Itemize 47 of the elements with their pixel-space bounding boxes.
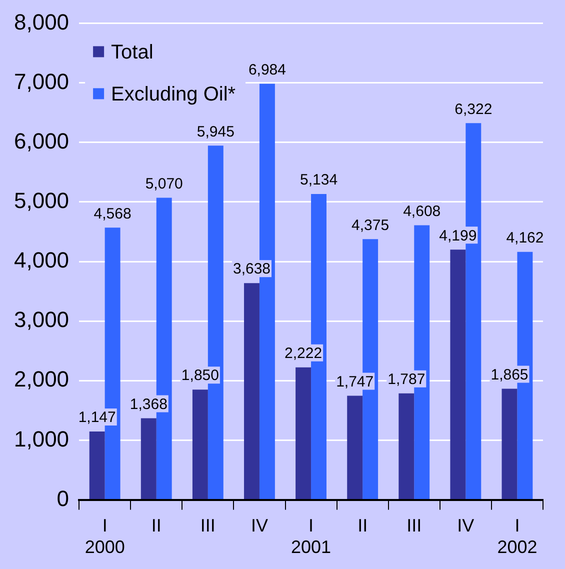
y-tick-label: 1,000 bbox=[14, 426, 70, 452]
y-tick-label: 5,000 bbox=[14, 188, 70, 213]
data-label: 5,134 bbox=[300, 172, 338, 189]
data-label: 3,638 bbox=[232, 260, 271, 278]
bar bbox=[398, 393, 414, 500]
y-tick-label: 8,000 bbox=[14, 9, 70, 34]
bar bbox=[502, 388, 518, 500]
data-label: 5,070 bbox=[145, 175, 183, 192]
y-tick-label: 3,000 bbox=[14, 307, 70, 332]
y-tick-label: 4,000 bbox=[14, 248, 70, 273]
data-label: 1,747 bbox=[336, 373, 374, 390]
x-tick-label: IV bbox=[250, 516, 268, 536]
bar bbox=[450, 250, 466, 500]
bar bbox=[192, 390, 208, 500]
x-tick-label: I 2001 bbox=[291, 516, 332, 558]
data-label: 6,322 bbox=[454, 100, 492, 118]
data-label: 1,865 bbox=[490, 366, 528, 384]
data-label: 4,608 bbox=[403, 202, 441, 220]
legend-label: Total bbox=[111, 42, 154, 64]
legend-label: Excluding Oil* bbox=[111, 84, 236, 106]
y-tick-label: 0 bbox=[56, 486, 70, 511]
y-tick-label: 6,000 bbox=[14, 128, 70, 154]
data-label: 4,568 bbox=[94, 205, 132, 222]
data-label: 6,984 bbox=[248, 61, 286, 78]
bar bbox=[296, 367, 312, 500]
bar bbox=[244, 283, 260, 500]
data-label: 2,222 bbox=[284, 345, 322, 362]
y-tick-label: 2,000 bbox=[14, 366, 70, 392]
data-label: 1,147 bbox=[78, 409, 116, 426]
data-label: 1,850 bbox=[181, 367, 219, 384]
y-tick-label: 7,000 bbox=[14, 68, 70, 94]
x-tick-label: II bbox=[358, 516, 368, 536]
data-label: 1,368 bbox=[130, 396, 168, 413]
data-label: 5,945 bbox=[196, 123, 234, 140]
bar bbox=[89, 431, 105, 500]
x-tick-label: I 2000 bbox=[84, 516, 125, 558]
x-tick-label: IV bbox=[457, 516, 474, 536]
data-label: 4,199 bbox=[439, 227, 477, 244]
bar bbox=[140, 418, 156, 500]
data-label: 4,375 bbox=[352, 216, 390, 234]
x-tick-label: III bbox=[200, 516, 216, 536]
data-label: 4,162 bbox=[506, 229, 544, 246]
data-label: 1,787 bbox=[388, 370, 426, 388]
bar bbox=[347, 396, 363, 500]
x-tick-label: II bbox=[151, 516, 162, 536]
x-tick-label: I 2002 bbox=[497, 516, 538, 558]
x-tick-label: III bbox=[406, 516, 422, 536]
